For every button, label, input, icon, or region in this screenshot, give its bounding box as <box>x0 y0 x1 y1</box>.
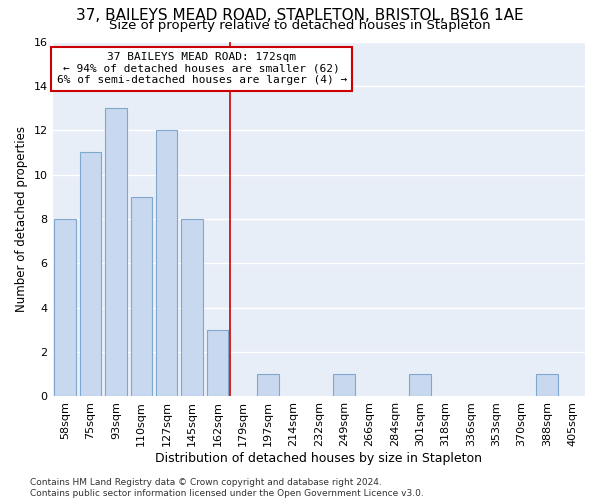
Bar <box>181 219 203 396</box>
Bar <box>334 374 355 396</box>
Bar <box>206 330 228 396</box>
Bar <box>156 130 178 396</box>
Bar <box>105 108 127 397</box>
Bar <box>131 197 152 396</box>
Bar <box>536 374 558 396</box>
Text: 37, BAILEYS MEAD ROAD, STAPLETON, BRISTOL, BS16 1AE: 37, BAILEYS MEAD ROAD, STAPLETON, BRISTO… <box>76 8 524 22</box>
Text: Size of property relative to detached houses in Stapleton: Size of property relative to detached ho… <box>109 19 491 32</box>
X-axis label: Distribution of detached houses by size in Stapleton: Distribution of detached houses by size … <box>155 452 482 465</box>
Text: Contains HM Land Registry data © Crown copyright and database right 2024.
Contai: Contains HM Land Registry data © Crown c… <box>30 478 424 498</box>
Bar <box>55 219 76 396</box>
Bar <box>257 374 279 396</box>
Bar <box>80 152 101 396</box>
Y-axis label: Number of detached properties: Number of detached properties <box>15 126 28 312</box>
Bar <box>409 374 431 396</box>
Text: 37 BAILEYS MEAD ROAD: 172sqm
← 94% of detached houses are smaller (62)
6% of sem: 37 BAILEYS MEAD ROAD: 172sqm ← 94% of de… <box>56 52 347 86</box>
